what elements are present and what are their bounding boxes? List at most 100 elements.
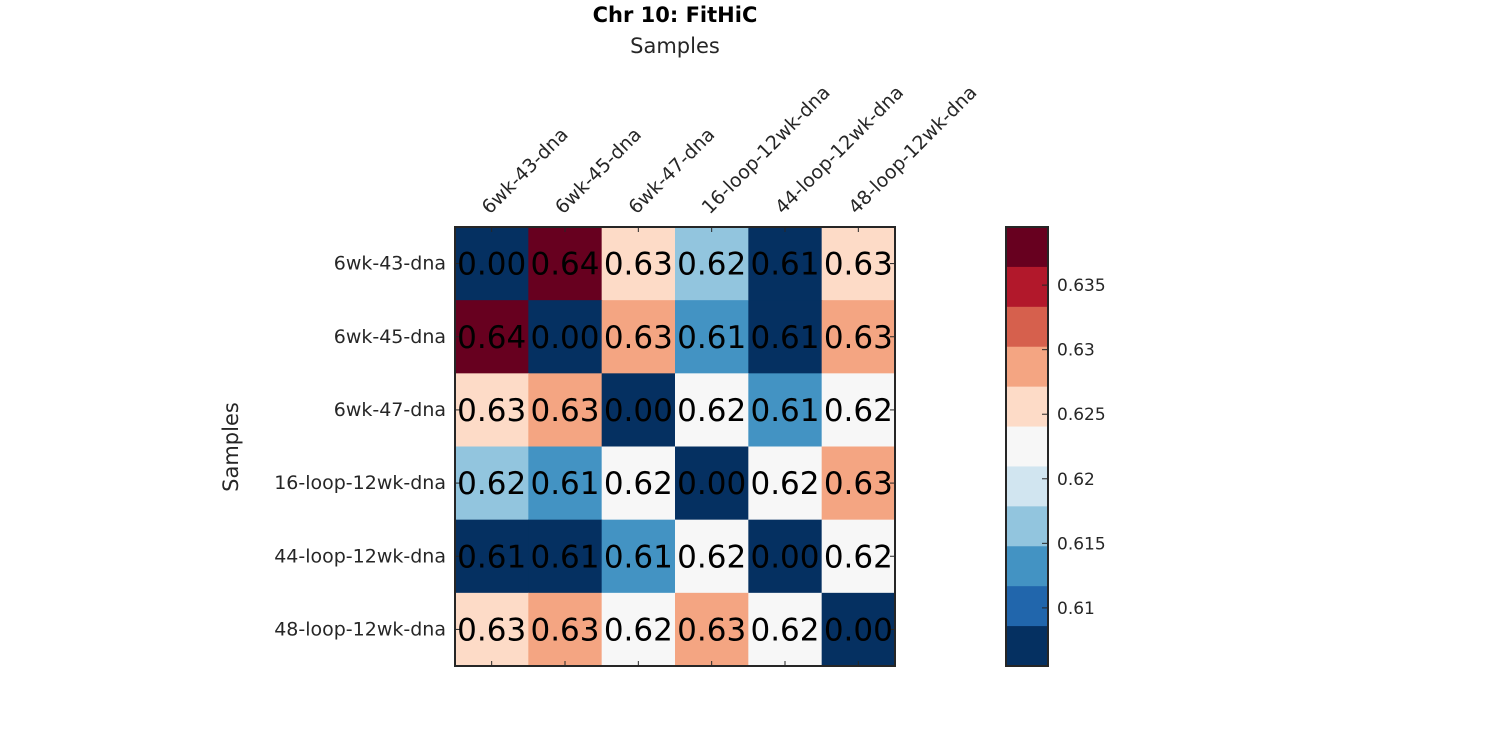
heatmap-cell: [748, 446, 823, 521]
heatmap-cell: [821, 519, 896, 594]
heatmap-cell: [455, 592, 529, 667]
cell-value-label: 0.62: [677, 247, 746, 283]
heatmap-cell: [601, 592, 676, 667]
heatmap-cell: [675, 519, 749, 594]
colorbar-segment: [1006, 266, 1048, 308]
heatmap-cell: [455, 446, 529, 521]
cell-value-label: 0.63: [457, 612, 526, 648]
heatmap-cell: [528, 519, 603, 594]
heatmap-cell: [528, 592, 603, 667]
colorbar-segment: [1006, 466, 1048, 507]
colorbar-segment: [1006, 306, 1048, 348]
colorbar-segment: [1006, 426, 1048, 468]
cell-value-label: 0.61: [677, 320, 746, 356]
heatmap-cell: [675, 592, 749, 667]
cell-value-label: 0.63: [604, 247, 673, 283]
y-tick-label: 6wk-47-dna: [334, 399, 446, 421]
heatmap-cells: [455, 227, 896, 667]
cell-value-label: 0.00: [824, 612, 893, 648]
cell-value-label: 0.61: [750, 320, 819, 356]
cell-value-label: 0.61: [530, 466, 599, 502]
colorbar-tick-label: 0.63: [1057, 341, 1095, 361]
cell-value-label: 0.62: [457, 466, 526, 502]
heatmap-cell: [601, 227, 676, 301]
y-tick-labels: 6wk-43-dna 6wk-45-dna 6wk-47-dna 16-loop-12…: [274, 253, 446, 641]
heatmap-cell: [455, 227, 529, 301]
cell-value-label: 0.63: [677, 612, 746, 648]
colorbar-tick-label: 0.625: [1057, 405, 1106, 425]
cell-value-label: 0.64: [457, 320, 526, 356]
cell-value-label: 0.62: [824, 539, 893, 575]
x-axis-label: Samples: [630, 34, 720, 58]
heatmap-cell: [821, 300, 896, 374]
cell-value-label: 0.63: [530, 393, 599, 429]
heatmap-cell: [528, 300, 603, 374]
plot-frame: [454, 226, 896, 667]
heatmap-cell: [601, 519, 676, 594]
heatmap-cell: [528, 373, 603, 448]
heatmap-cell: [748, 592, 823, 667]
heatmap-cell: [675, 300, 749, 374]
colorbar-segment: [1006, 346, 1048, 388]
cell-value-label: 0.62: [824, 393, 893, 429]
colorbar-segment: [1006, 546, 1048, 587]
colorbar-tick-label: 0.635: [1057, 276, 1106, 296]
cell-value-label: 0.61: [750, 393, 819, 429]
colorbar-tick-label: 0.61: [1057, 599, 1095, 619]
cell-value-label: 0.63: [824, 247, 893, 283]
colorbar-frame: [1005, 226, 1049, 667]
heatmap-cell: [748, 519, 823, 594]
y-tick-label: 16-loop-12wk-dna: [274, 472, 446, 494]
y-tick-label: 44-loop-12wk-dna: [274, 545, 446, 567]
heatmap-cell: [455, 300, 529, 374]
x-tick-label: 48-loop-12wk-dna: [844, 81, 981, 218]
cell-value-label: 0.61: [750, 247, 819, 283]
chart-title: Chr 10: FitHiC: [593, 3, 758, 27]
heatmap-cell: [455, 519, 529, 594]
y-tick-label: 48-loop-12wk-dna: [274, 618, 446, 640]
heatmap-cell: [601, 446, 676, 521]
heatmap-cell: [455, 373, 529, 448]
cell-value-label: 0.64: [530, 247, 599, 283]
cell-value-label: 0.63: [604, 320, 673, 356]
cell-value-label: 0.62: [604, 466, 673, 502]
cell-value-label: 0.00: [530, 320, 599, 356]
heatmap-cell: [675, 446, 749, 521]
heatmap-cell: [748, 373, 823, 448]
colorbar-tick-label: 0.62: [1057, 470, 1095, 490]
cell-value-label: 0.61: [604, 539, 673, 575]
cell-value-label: 0.00: [677, 466, 746, 502]
colorbar: 0.635 0.63 0.625 0.62 0.615 0.61: [1005, 226, 1106, 667]
cell-value-label: 0.62: [604, 612, 673, 648]
cell-value-label: 0.62: [750, 612, 819, 648]
x-tick-label: 44-loop-12wk-dna: [771, 81, 908, 218]
cell-value-label: 0.62: [677, 539, 746, 575]
cell-value-label: 0.00: [604, 393, 673, 429]
y-axis-label: Samples: [219, 402, 243, 492]
heatmap-cell-labels: 0.00 0.64 0.63 0.62 0.61 0.630.64 0.00 0.63 0.61…: [457, 247, 893, 649]
colorbar-segment: [1006, 586, 1048, 627]
heatmap-cell: [821, 227, 896, 301]
heatmap-cell: [748, 300, 823, 374]
colorbar-segment: [1006, 506, 1048, 547]
cell-value-label: 0.62: [677, 393, 746, 429]
cell-value-label: 0.62: [750, 466, 819, 502]
cell-value-label: 0.61: [457, 539, 526, 575]
heatmap-cell: [675, 373, 749, 448]
cell-value-label: 0.63: [530, 612, 599, 648]
heatmap-cell: [601, 373, 676, 448]
heatmap-cell: [675, 227, 749, 301]
heatmap-cell: [601, 300, 676, 374]
colorbar-tick-label: 0.615: [1057, 534, 1106, 554]
y-tick-label: 6wk-45-dna: [334, 326, 446, 348]
cell-value-label: 0.63: [457, 393, 526, 429]
cell-value-label: 0.63: [824, 320, 893, 356]
cell-value-label: 0.63: [824, 466, 893, 502]
y-tick-label: 6wk-43-dna: [334, 253, 446, 275]
heatmap-cell: [821, 373, 896, 448]
heatmap-cell: [528, 446, 603, 521]
colorbar-segment: [1006, 626, 1048, 667]
cell-value-label: 0.61: [530, 539, 599, 575]
